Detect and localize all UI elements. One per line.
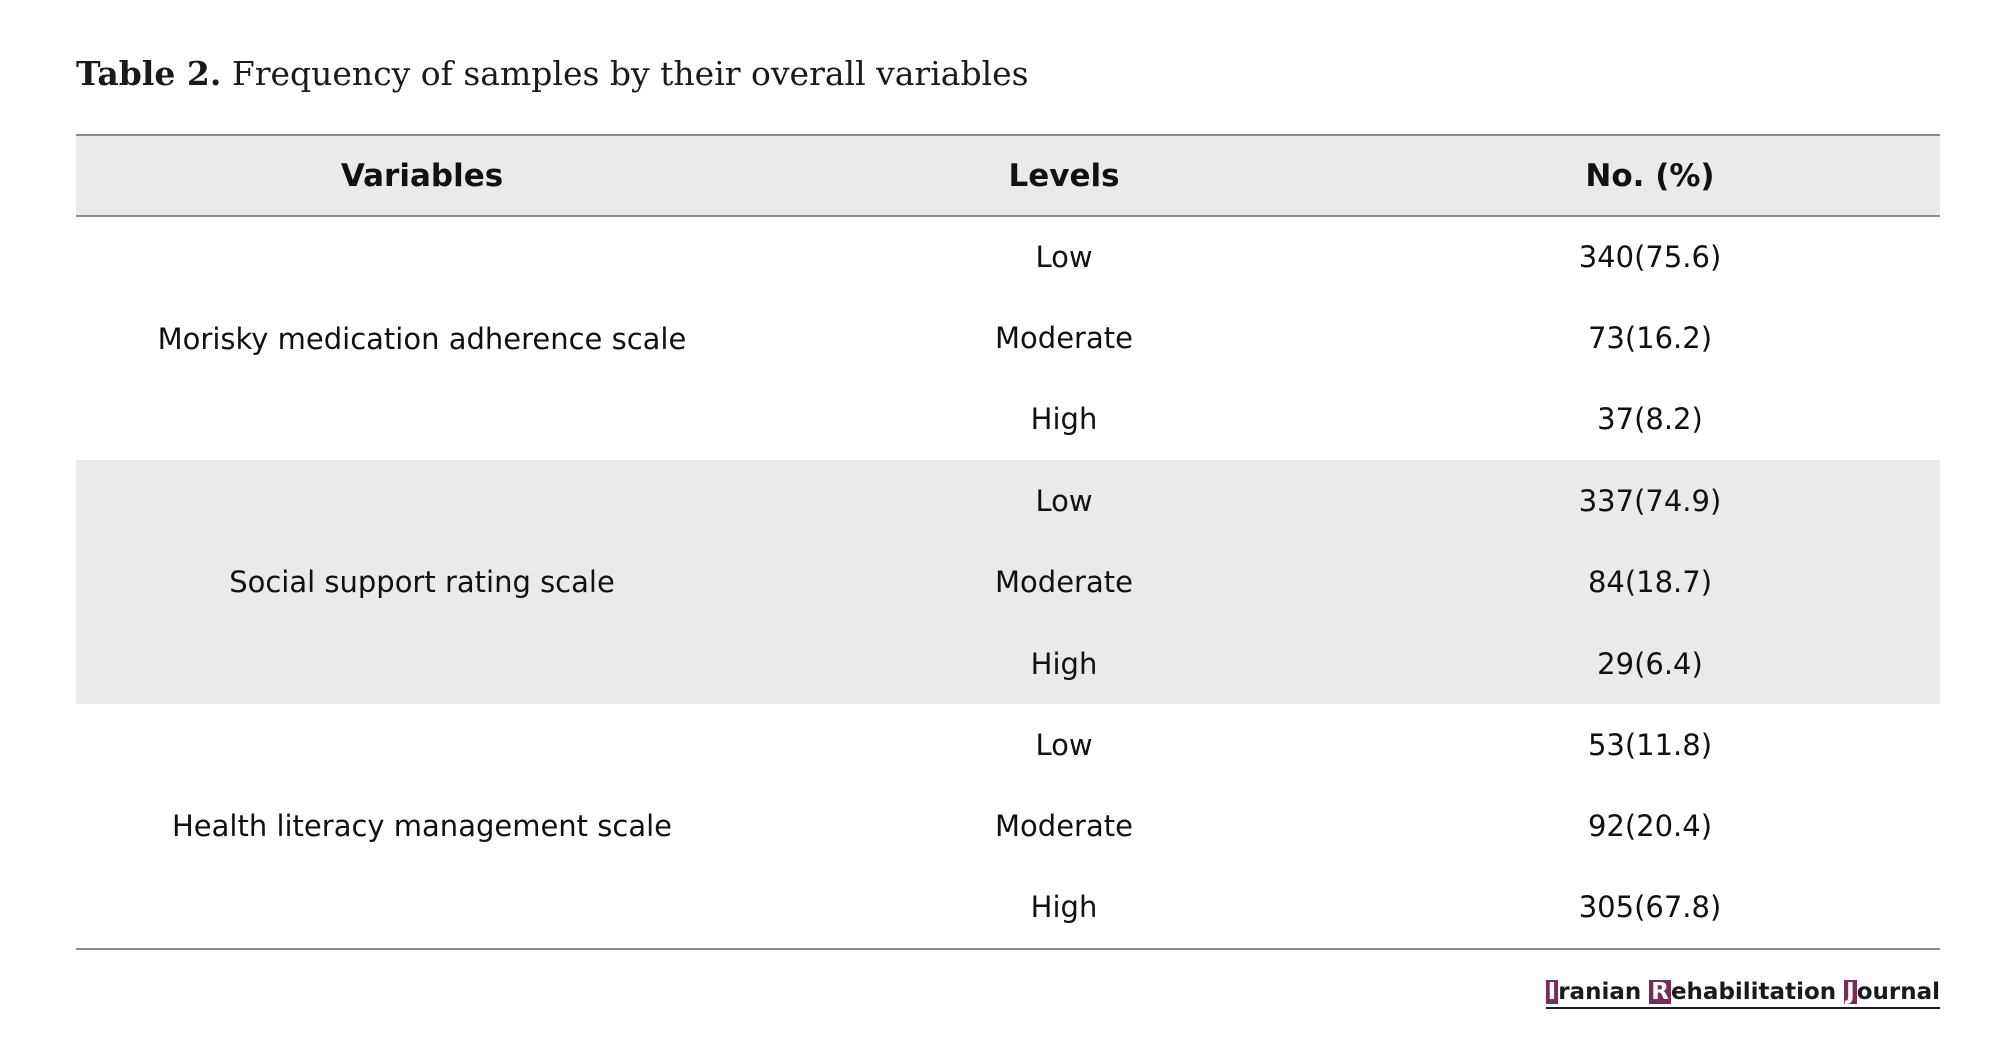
level-cell: Moderate <box>995 809 1133 844</box>
table-row: Morisky medication adherence scale Low 3… <box>76 216 1940 355</box>
level-cell: High <box>1030 646 1098 681</box>
caption-label: Table 2. <box>76 54 222 93</box>
level-cell: Moderate <box>995 321 1133 356</box>
table-row: High 305(67.8) <box>76 867 1940 950</box>
variable-cell: Social support rating scale <box>229 565 615 600</box>
value-cell: 92(20.4) <box>1587 809 1713 844</box>
header-no-percent: No. (%) <box>1360 134 1940 217</box>
table-row: Health literacy management scale Low 53(… <box>76 704 1940 950</box>
table-row: Moderate 92(20.4) <box>76 786 1940 867</box>
brand-initial-r: R <box>1649 979 1671 1005</box>
brand-initial-i: I <box>1545 979 1559 1005</box>
group-social-support: Social support rating scale Low 337(74.9… <box>76 460 1940 705</box>
value-cell: 29(6.4) <box>1597 646 1703 681</box>
level-cell: Moderate <box>995 565 1133 600</box>
value-cell: 37(8.2) <box>1597 402 1703 437</box>
table-row: Moderate 73(16.2) <box>76 297 1940 378</box>
table-header-row: Variables Levels No. (%) <box>76 134 1940 217</box>
variable-cell: Health literacy management scale <box>76 704 768 950</box>
brand-word-rehabilitation: ehabilitation <box>1670 979 1845 1005</box>
group-morisky: Morisky medication adherence scale Low 3… <box>76 216 1940 460</box>
header-variables: Variables <box>76 134 768 217</box>
value-cell: 305(67.8) <box>1360 867 1940 950</box>
value-cell: 73(16.2) <box>1587 321 1713 356</box>
table-row: Social support rating scale Low 337(74.9… <box>76 460 1940 599</box>
variable-cell: Morisky medication adherence scale <box>157 321 687 356</box>
level-cell: High <box>768 867 1360 950</box>
journal-brand-logo: Iranian Rehabilitation Journal <box>1545 978 1940 1009</box>
level-cell: High <box>1030 402 1098 437</box>
caption-text: Frequency of samples by their overall va… <box>231 54 1029 93</box>
value-cell: 84(18.7) <box>1587 565 1713 600</box>
group-health-literacy: Health literacy management scale Low 53(… <box>76 704 1940 950</box>
header-levels: Levels <box>768 134 1360 217</box>
brand-word-iranian: ranian <box>1558 979 1650 1005</box>
value-cell: 337(74.9) <box>1578 483 1722 518</box>
brand-initial-j: J <box>1844 979 1857 1005</box>
frequency-table: Variables Levels No. (%) Morisky medicat… <box>76 134 1940 950</box>
level-cell: Low <box>1035 728 1093 763</box>
value-cell: 340(75.6) <box>1578 240 1722 275</box>
frequency-table-container: Variables Levels No. (%) Morisky medicat… <box>76 134 1940 950</box>
brand-word-journal: ournal <box>1856 979 1940 1005</box>
level-cell: Low <box>1035 240 1093 275</box>
table-caption: Table 2. Frequency of samples by their o… <box>76 54 1029 93</box>
level-cell: Low <box>1035 483 1093 518</box>
table-row: High 37(8.2) <box>76 379 1940 460</box>
value-cell: 53(11.8) <box>1587 728 1713 763</box>
